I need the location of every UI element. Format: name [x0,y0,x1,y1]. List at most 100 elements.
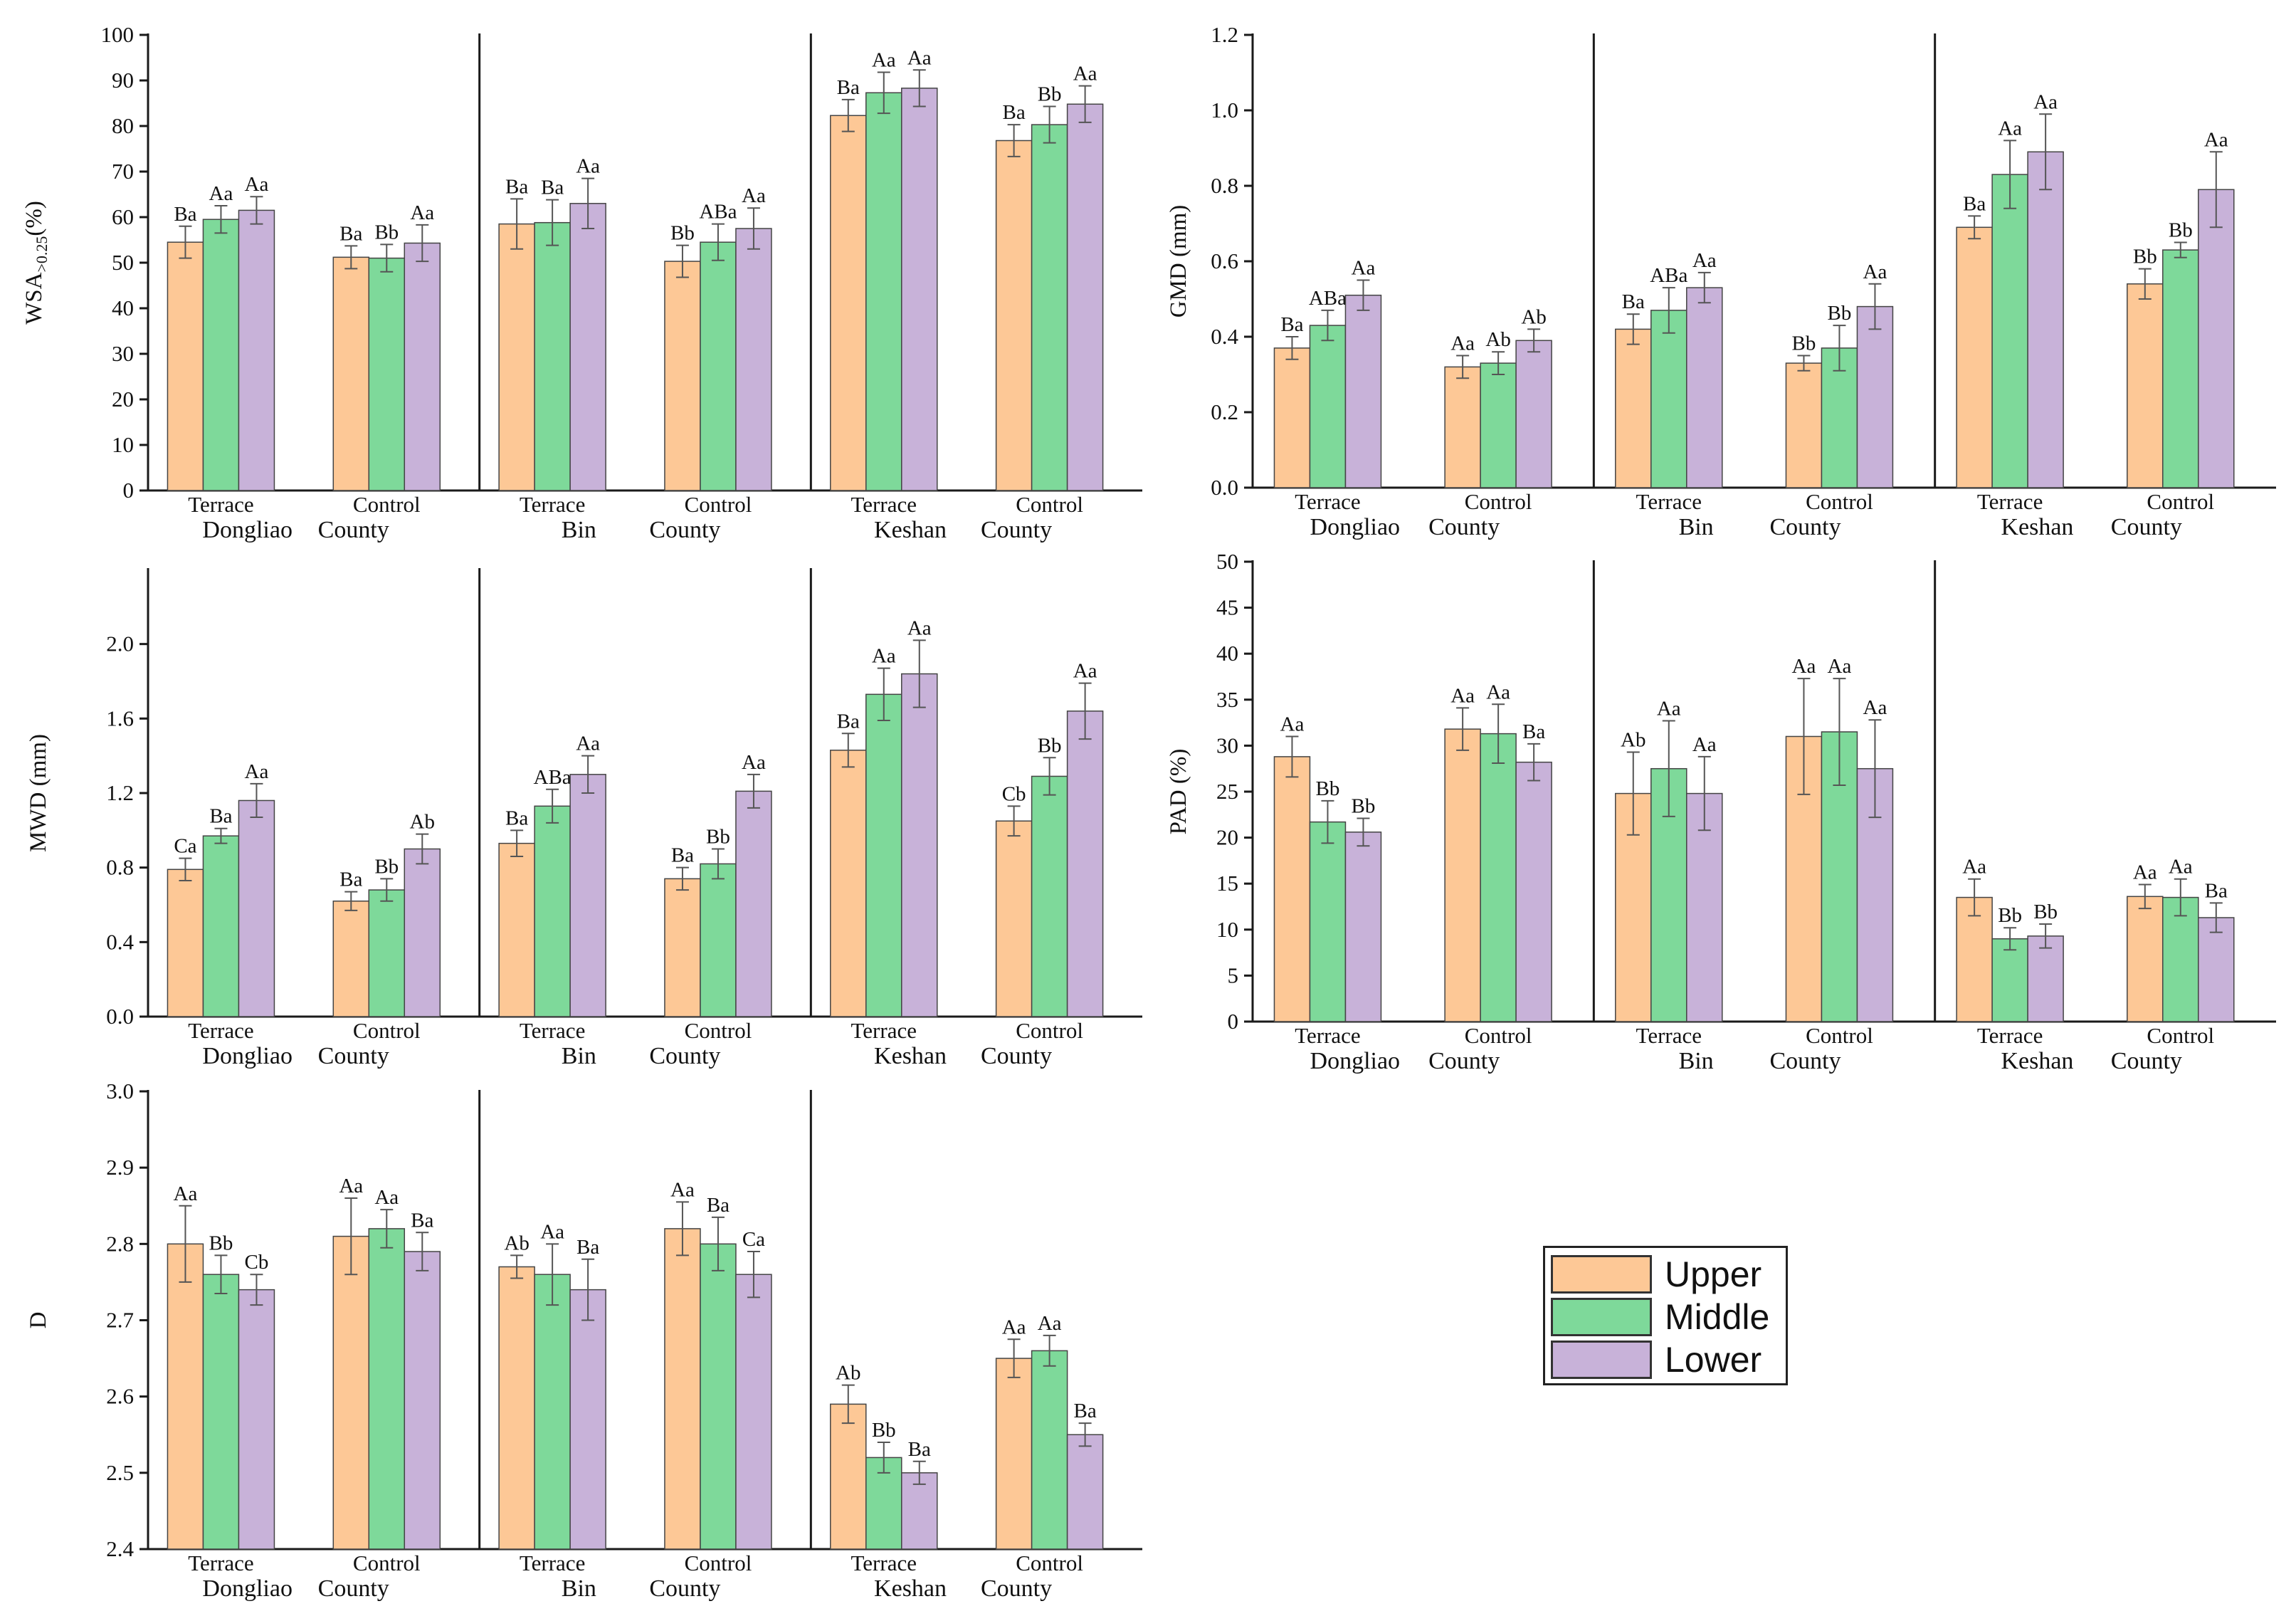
significance-label: Ca [174,835,196,858]
significance-label: Ba [1003,101,1026,124]
bar-upper [1956,896,1993,1022]
bar-middle [202,219,240,491]
bar-middle [368,1228,406,1550]
y-tick-label: 0 [123,478,135,503]
legend-label-upper: Upper [1665,1254,1762,1294]
significance-label: Aa [1863,261,1887,283]
bar-lower [404,848,441,1017]
bar-lower [1066,103,1104,491]
bar-middle [1309,821,1347,1022]
county-label-bin: Bin [1679,1048,1714,1074]
chart-pad: 0 5 10 15 20 25 30 35 40 45 50 PAD (%) Aa Bb Bb Terrace… [1166,549,2276,1074]
y-axis-title-suffix: (%) [21,201,47,236]
legend-label-lower: Lower [1665,1340,1762,1380]
y-tick-label: 100 [101,22,135,47]
bar-lower [2198,189,2235,488]
bar-middle [368,889,406,1017]
significance-label: Aa [2033,90,2058,113]
significance-label: Ba [209,805,232,828]
x-tick-label-terrace: Terrace [1636,1023,1702,1048]
significance-label: Ba [837,710,860,733]
county-label-dongliao: Dongliao [1310,514,1401,540]
significance-label: Ba [339,222,362,245]
county-suffix-label: County [1428,514,1500,540]
y-tick-label: 1.2 [1211,22,1238,47]
legend-item-middle: Middle [1551,1298,1786,1338]
bar-upper [1273,347,1311,488]
y-tick-label: 0.8 [106,855,134,880]
significance-label: Ca [742,1228,765,1251]
x-tick-label-terrace: Terrace [851,1018,917,1043]
county-label-keshan: Keshan [874,1043,947,1069]
bar-middle [1031,775,1068,1017]
bar-upper [332,1235,370,1550]
significance-label: Bb [2133,246,2157,268]
significance-label: Aa [742,184,766,207]
significance-label: ABa [534,766,572,789]
bar-lower [2027,935,2064,1022]
bar-lower [1686,287,1723,488]
significance-label: Aa [2204,128,2228,151]
x-tick-label-terrace: Terrace [851,492,917,517]
bar-lower [1066,710,1104,1017]
x-tick-label-control: Control [353,492,421,517]
x-tick-label-control: Control [1016,1018,1083,1043]
significance-label: Bb [374,221,399,243]
y-tick-label: 0.8 [1211,173,1238,198]
legend-label-middle: Middle [1665,1297,1770,1337]
bar-upper [1785,362,1823,488]
y-tick-label: 3.0 [106,1079,134,1103]
bar-upper [332,901,370,1017]
bar-middle [1309,325,1347,488]
significance-label: Bb [1038,734,1062,757]
bar-upper [664,878,701,1017]
significance-label: Cb [1002,782,1026,805]
county-label-keshan: Keshan [874,1575,947,1602]
significance-label: Ba [2205,879,2228,902]
significance-label: Ba [1280,313,1303,336]
x-tick-label-control: Control [685,1551,752,1575]
significance-label: Aa [1073,660,1097,683]
y-tick-label: 25 [1216,779,1238,804]
significance-label: Bb [1316,777,1340,800]
significance-label: Ba [1522,720,1545,743]
significance-label: Ba [908,1438,931,1461]
x-tick-label-terrace: Terrace [851,1551,917,1575]
bar-upper [167,869,204,1017]
bar-lower [238,1289,275,1550]
county-suffix-label: County [981,1043,1052,1069]
x-tick-label-control: Control [1465,489,1532,514]
x-tick-label-terrace: Terrace [520,1551,585,1575]
significance-label: Ab [410,811,435,834]
significance-label: Aa [540,1220,564,1243]
significance-label: Aa [1486,681,1510,703]
bar-upper [1444,366,1481,488]
county-label-keshan: Keshan [874,517,947,543]
y-axis-title: GMD (mm) [1166,205,1191,318]
county-label-dongliao: Dongliao [202,1043,293,1069]
bar-lower [1344,294,1382,488]
y-tick-label: 20 [1216,825,1238,850]
significance-label: Aa [245,173,269,196]
significance-label: Aa [1280,713,1305,735]
significance-label: Aa [1962,856,1986,878]
bar-middle [865,92,902,491]
bar-lower [238,209,275,491]
y-tick-label: 1.0 [1211,98,1238,122]
legend-item-upper: Upper [1551,1255,1786,1295]
x-tick-label-terrace: Terrace [1636,489,1702,514]
bar-middle [1480,362,1517,488]
bar-middle [700,863,737,1017]
significance-label: Cb [245,1251,269,1274]
significance-label: Ab [836,1362,860,1385]
legend-swatch-middle [1551,1298,1652,1336]
significance-label: Aa [1450,684,1475,707]
bar-middle [2162,249,2199,488]
significance-label: Aa [410,201,434,224]
y-tick-label: 0.0 [1211,475,1238,500]
significance-label: Bb [1998,904,2022,927]
significance-label: ABa [1650,264,1687,287]
county-suffix-label: County [318,1575,389,1602]
